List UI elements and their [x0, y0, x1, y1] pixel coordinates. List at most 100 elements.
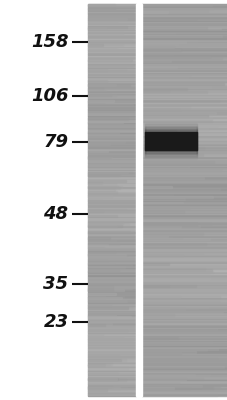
Bar — [142, 265, 226, 267]
Bar — [87, 342, 135, 344]
Bar — [87, 5, 135, 7]
Bar — [87, 164, 135, 165]
Bar — [87, 254, 126, 256]
Bar — [142, 276, 226, 277]
Bar — [87, 358, 135, 360]
Bar — [142, 156, 226, 157]
Bar — [87, 296, 124, 298]
Bar — [142, 386, 173, 388]
Bar — [87, 167, 135, 169]
Bar — [87, 144, 135, 145]
Bar — [142, 54, 226, 55]
Bar — [142, 387, 226, 388]
Bar — [142, 286, 226, 288]
Bar — [142, 341, 226, 342]
Bar — [142, 202, 182, 204]
Bar — [142, 390, 226, 391]
Bar — [87, 176, 135, 178]
Bar — [142, 186, 226, 187]
Bar — [87, 298, 126, 300]
Bar — [87, 135, 135, 136]
Bar — [142, 140, 226, 141]
Bar — [142, 160, 226, 161]
Bar — [142, 115, 226, 116]
Bar — [142, 366, 226, 367]
Bar — [87, 306, 131, 308]
Bar — [87, 366, 135, 367]
Bar — [87, 4, 135, 6]
Bar — [87, 357, 135, 358]
Bar — [142, 130, 226, 131]
Bar — [142, 318, 226, 319]
Bar — [87, 364, 110, 366]
Bar — [142, 357, 226, 358]
Bar — [87, 122, 135, 123]
Bar — [87, 344, 135, 345]
Bar — [87, 195, 111, 197]
Bar — [142, 48, 226, 50]
Bar — [87, 205, 135, 206]
Bar — [87, 150, 135, 152]
Bar — [87, 72, 135, 73]
Bar — [142, 47, 226, 48]
Bar — [142, 259, 226, 260]
Bar — [87, 217, 135, 218]
Bar — [87, 340, 132, 342]
Bar — [142, 44, 226, 46]
Bar — [142, 356, 226, 357]
Bar — [142, 84, 226, 85]
Bar — [144, 124, 196, 157]
Bar — [87, 269, 135, 270]
Bar — [87, 182, 135, 183]
Bar — [87, 56, 135, 58]
Bar — [87, 39, 135, 40]
Bar — [142, 152, 226, 153]
Bar — [87, 150, 107, 152]
Bar — [87, 272, 135, 273]
Bar — [87, 250, 135, 251]
Bar — [142, 247, 226, 248]
Bar — [87, 99, 135, 101]
Bar — [87, 60, 135, 62]
Bar — [142, 40, 226, 42]
Bar — [87, 98, 135, 99]
Bar — [87, 254, 125, 256]
Bar — [142, 148, 226, 149]
Bar — [87, 136, 135, 137]
Bar — [142, 110, 179, 112]
Bar — [142, 327, 226, 328]
Bar — [142, 20, 226, 21]
Bar — [142, 324, 226, 326]
Bar — [87, 290, 135, 292]
Bar — [142, 120, 226, 122]
Bar — [87, 50, 135, 51]
Bar — [144, 132, 196, 150]
Bar — [142, 123, 226, 124]
Bar — [87, 60, 129, 62]
Bar — [142, 10, 207, 12]
Bar — [142, 270, 226, 272]
Bar — [87, 101, 135, 102]
Bar — [142, 176, 226, 178]
Bar — [87, 187, 135, 188]
Bar — [142, 278, 209, 280]
Bar — [87, 248, 135, 250]
Bar — [87, 329, 135, 331]
Bar — [142, 374, 209, 376]
Bar — [87, 142, 135, 144]
Text: 79: 79 — [43, 133, 68, 151]
Bar — [87, 374, 135, 375]
Bar — [87, 314, 135, 315]
Bar — [142, 372, 226, 374]
Bar — [87, 84, 129, 86]
Bar — [87, 193, 134, 195]
Bar — [87, 300, 127, 302]
Bar — [142, 344, 226, 345]
Bar — [142, 66, 176, 68]
Bar — [87, 172, 135, 174]
Bar — [142, 149, 226, 150]
Bar — [142, 4, 226, 5]
Bar — [142, 368, 226, 370]
Bar — [142, 329, 226, 331]
Bar — [142, 144, 193, 146]
